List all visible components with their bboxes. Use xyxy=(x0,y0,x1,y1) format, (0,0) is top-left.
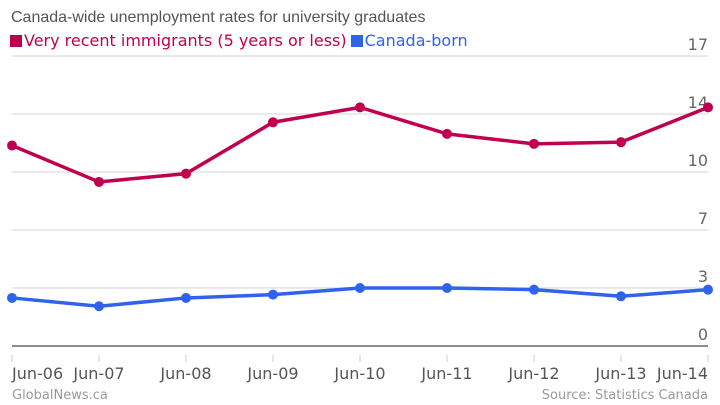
series-line xyxy=(11,105,709,184)
data-series xyxy=(7,102,713,312)
y-tick-label: 17 xyxy=(688,35,708,54)
legend-swatch-square-icon xyxy=(350,34,363,47)
data-point[interactable] xyxy=(268,117,278,128)
data-point[interactable] xyxy=(7,292,17,303)
data-point[interactable] xyxy=(703,284,713,295)
data-point[interactable] xyxy=(616,291,626,302)
y-tick-label: 14 xyxy=(688,93,708,112)
data-point[interactable] xyxy=(529,138,539,149)
source-text: Source: Statistics Canada xyxy=(541,388,708,403)
legend-item-immigrants: Very recent immigrants (5 years or less) xyxy=(10,31,347,50)
data-point[interactable] xyxy=(94,176,104,187)
legend-label: Very recent immigrants (5 years or less) xyxy=(24,31,347,50)
chart-title: Canada-wide unemployment rates for unive… xyxy=(11,9,426,26)
x-tick-label: Jun-07 xyxy=(72,364,124,383)
x-tick-label: Jun-12 xyxy=(507,364,559,383)
y-tick-label: 10 xyxy=(688,151,708,170)
data-point[interactable] xyxy=(703,102,713,113)
legend-label: Canada-born xyxy=(364,31,468,50)
y-tick-label: 3 xyxy=(698,267,708,286)
legend-swatch-square-icon xyxy=(10,34,22,47)
x-tick-label: Jun-14 xyxy=(656,364,708,383)
data-point[interactable] xyxy=(616,137,626,148)
x-tick-label: Jun-08 xyxy=(159,364,211,383)
data-point[interactable] xyxy=(181,168,191,179)
data-point[interactable] xyxy=(355,102,365,113)
gridlines xyxy=(12,55,708,289)
data-point[interactable] xyxy=(7,140,17,151)
data-point[interactable] xyxy=(268,289,278,300)
credit-text: GlobalNews.ca xyxy=(12,388,108,403)
x-tick-label: Jun-10 xyxy=(333,364,385,383)
y-axis-ticks: 0 3 7 10 14 17 xyxy=(688,35,708,344)
data-point[interactable] xyxy=(355,283,365,293)
x-tick-label: Jun-13 xyxy=(594,364,646,383)
y-tick-label: 7 xyxy=(698,209,708,228)
legend: Very recent immigrants (5 years or less)… xyxy=(10,31,468,50)
data-point[interactable] xyxy=(529,284,539,295)
data-point[interactable] xyxy=(94,301,104,312)
data-point[interactable] xyxy=(181,292,191,303)
x-tick-label: Jun-11 xyxy=(420,364,472,383)
data-point[interactable] xyxy=(442,283,452,293)
legend-item-canada-born: Canada-born xyxy=(350,31,468,50)
x-tick-label: Jun-06 xyxy=(11,364,63,383)
data-point[interactable] xyxy=(442,128,452,139)
x-axis: Jun-06 Jun-07 Jun-08 Jun-09 Jun-10 Jun-11 Jun-… xyxy=(11,345,709,383)
x-tick-label: Jun-09 xyxy=(246,364,298,383)
y-tick-label: 0 xyxy=(698,325,708,344)
